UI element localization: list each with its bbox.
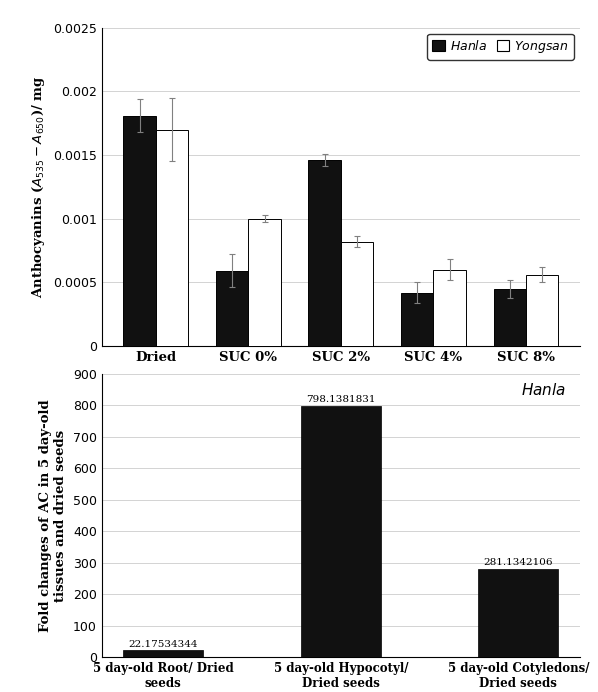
- Bar: [156, 129, 188, 346]
- Bar: [478, 569, 559, 657]
- Bar: [216, 271, 248, 346]
- Bar: [301, 406, 381, 657]
- Bar: [493, 289, 526, 346]
- Y-axis label: Fold changes of AC in 5 day-old
tissues and dried seeds: Fold changes of AC in 5 day-old tissues …: [39, 399, 67, 632]
- Text: 281.1342106: 281.1342106: [484, 558, 553, 567]
- Bar: [401, 293, 434, 346]
- Bar: [341, 242, 373, 346]
- Y-axis label: Anthocyanins ($A_{535} - A_{650}$)/ mg: Anthocyanins ($A_{535} - A_{650}$)/ mg: [30, 75, 47, 298]
- Text: 798.1381831: 798.1381831: [306, 395, 376, 404]
- Bar: [123, 116, 156, 346]
- Bar: [434, 270, 466, 346]
- Bar: [309, 160, 341, 346]
- Bar: [123, 650, 203, 657]
- Bar: [248, 219, 280, 346]
- Bar: [526, 275, 559, 346]
- Text: $\it{Hanla}$: $\it{Hanla}$: [521, 382, 566, 398]
- Text: 22.17534344: 22.17534344: [129, 639, 198, 648]
- Legend: $\it{Hanla}$, $\it{Yongsan}$: $\it{Hanla}$, $\it{Yongsan}$: [427, 34, 574, 60]
